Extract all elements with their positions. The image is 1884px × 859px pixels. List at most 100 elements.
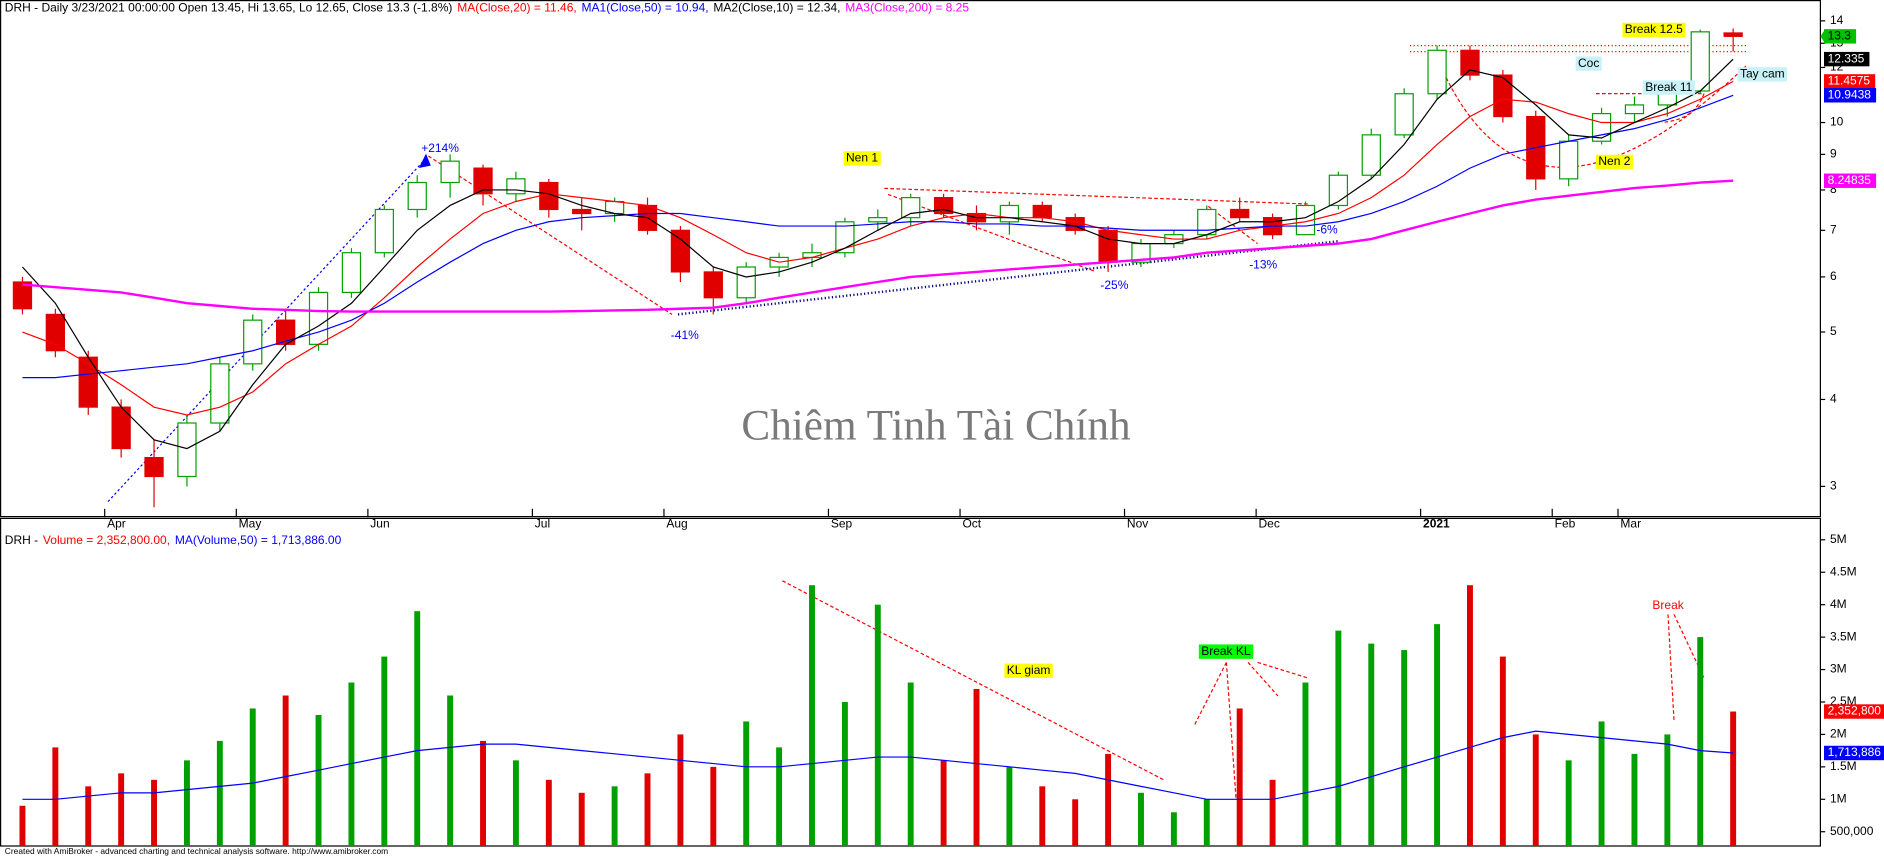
legend-entry: MA2(Close,10) = 12.34,	[713, 1, 840, 15]
candle-body	[1394, 93, 1414, 136]
annotation: -13%	[1249, 257, 1277, 271]
volume-arrows	[1193, 614, 1705, 799]
candle-body	[210, 363, 230, 424]
candle-body	[572, 208, 592, 215]
volume-trend	[782, 580, 1165, 781]
y-tick-label: 6	[1830, 269, 1837, 283]
annotation: Break	[1652, 598, 1684, 612]
volume-bar	[1730, 711, 1737, 847]
volume-bar	[1434, 624, 1441, 847]
annotation-label: -13%	[1249, 257, 1277, 271]
y-tick-label: 5	[1830, 324, 1837, 338]
annotation: Break KL	[1198, 644, 1254, 659]
value-badge: 13.3	[1824, 29, 1857, 44]
trend-line	[884, 187, 1309, 205]
volume-bar	[315, 714, 322, 847]
volume-bar	[1236, 708, 1243, 847]
candle-body	[1427, 49, 1447, 95]
volume-bar	[1631, 753, 1638, 847]
volume-bar	[1664, 734, 1671, 847]
volume-bar	[1697, 637, 1704, 847]
volume-bar	[1532, 734, 1539, 847]
candle-body	[473, 167, 493, 195]
y-tick-label: 8	[1830, 182, 1837, 196]
annotation-label: Break	[1652, 598, 1684, 612]
y-tick-label: 4	[1830, 392, 1837, 406]
badge-label: 8.24835	[1828, 173, 1872, 187]
y-tick-label: 10	[1830, 115, 1844, 129]
x-tick-label: Feb	[1555, 517, 1576, 531]
y-tick-label: 1M	[1830, 791, 1847, 805]
volume-bar	[1302, 682, 1309, 847]
y-tick-label: 14	[1830, 13, 1844, 27]
candle-body	[1624, 104, 1645, 115]
volume-bar	[743, 721, 750, 847]
badge-label: 1,713,886	[1828, 745, 1882, 759]
y-tick-label: 9	[1830, 147, 1837, 161]
value-badge: 1,713,886	[1824, 745, 1884, 761]
annotation: +214%	[421, 141, 459, 155]
candle-body	[243, 319, 263, 365]
candle-body	[703, 271, 723, 299]
annotation-label: -41%	[671, 328, 699, 342]
candle-body	[407, 181, 427, 211]
handle-line	[1596, 93, 1705, 123]
ma-line	[22, 94, 1734, 379]
candle-body	[1493, 74, 1513, 118]
candle-body	[1460, 49, 1480, 76]
badge-bg	[1824, 51, 1870, 67]
annotation-bg	[1198, 644, 1254, 659]
candle-body	[78, 356, 98, 408]
annotation-bg	[1622, 22, 1686, 38]
annotation-bg	[1596, 154, 1634, 170]
volume-bar	[1039, 786, 1046, 847]
annotation: -41%	[671, 328, 699, 342]
volume-bar	[1499, 656, 1506, 847]
volume-bar	[809, 585, 815, 847]
annotation: Nen 1	[843, 151, 881, 166]
y-tick-label: 3	[1830, 479, 1837, 493]
legend-entry: MA(Volume,50) = 1,713,886.00	[175, 533, 342, 547]
annotation: KL giam	[1004, 663, 1053, 678]
volume-bar	[578, 792, 585, 847]
y-tick-label: 2M	[1830, 727, 1847, 741]
y-tick-label: 7	[1830, 222, 1837, 236]
trend-line	[107, 157, 427, 503]
volume-bar	[710, 766, 717, 847]
volume-bar	[1335, 630, 1342, 847]
legend-entry: MA(Close,20) = 11.46,	[457, 1, 577, 15]
volume-bar	[1467, 585, 1473, 847]
annotation: Break 12.5	[1622, 22, 1686, 38]
volume-bar	[1565, 760, 1572, 847]
x-tick-label: Dec	[1259, 517, 1280, 531]
volume-bar	[480, 740, 486, 847]
badge-label: 12.335	[1828, 51, 1865, 65]
volume-bar	[216, 740, 223, 847]
header-text: DRH - Daily 3/23/2021 00:00:00 Open 13.4…	[5, 1, 453, 15]
volume-bar	[1598, 721, 1605, 847]
volume-bar	[907, 682, 914, 847]
y-tick-label: 4.5M	[1830, 564, 1857, 578]
annotation-bg	[1004, 663, 1053, 678]
legend-entry: Volume = 2,352,800.00,	[43, 533, 170, 547]
candle-body	[440, 160, 460, 184]
x-tick-label: Apr	[107, 517, 126, 531]
y-tick-label: 1.5M	[1830, 759, 1857, 773]
y-tick-label: 4M	[1830, 597, 1847, 611]
volume-bar	[1006, 766, 1013, 847]
badge-label: 13.3	[1828, 29, 1852, 43]
chart-header: DRH - Volume = 2,352,800.00, MA(Volume,50)…	[5, 533, 342, 547]
volume-bar	[611, 786, 618, 847]
x-tick-label: Oct	[962, 517, 981, 531]
candle-body	[12, 281, 33, 310]
annotation-label: Coc	[1578, 56, 1599, 70]
y-tick-label: 3M	[1830, 662, 1847, 676]
candle-body	[45, 313, 65, 352]
badge-bg	[1824, 745, 1884, 761]
annotation-label: +214%	[421, 141, 459, 155]
volume-bar	[282, 695, 289, 847]
candle-body	[177, 422, 197, 478]
y-tick-label: 3.5M	[1830, 629, 1857, 643]
annotation-label: -25%	[1100, 278, 1128, 292]
